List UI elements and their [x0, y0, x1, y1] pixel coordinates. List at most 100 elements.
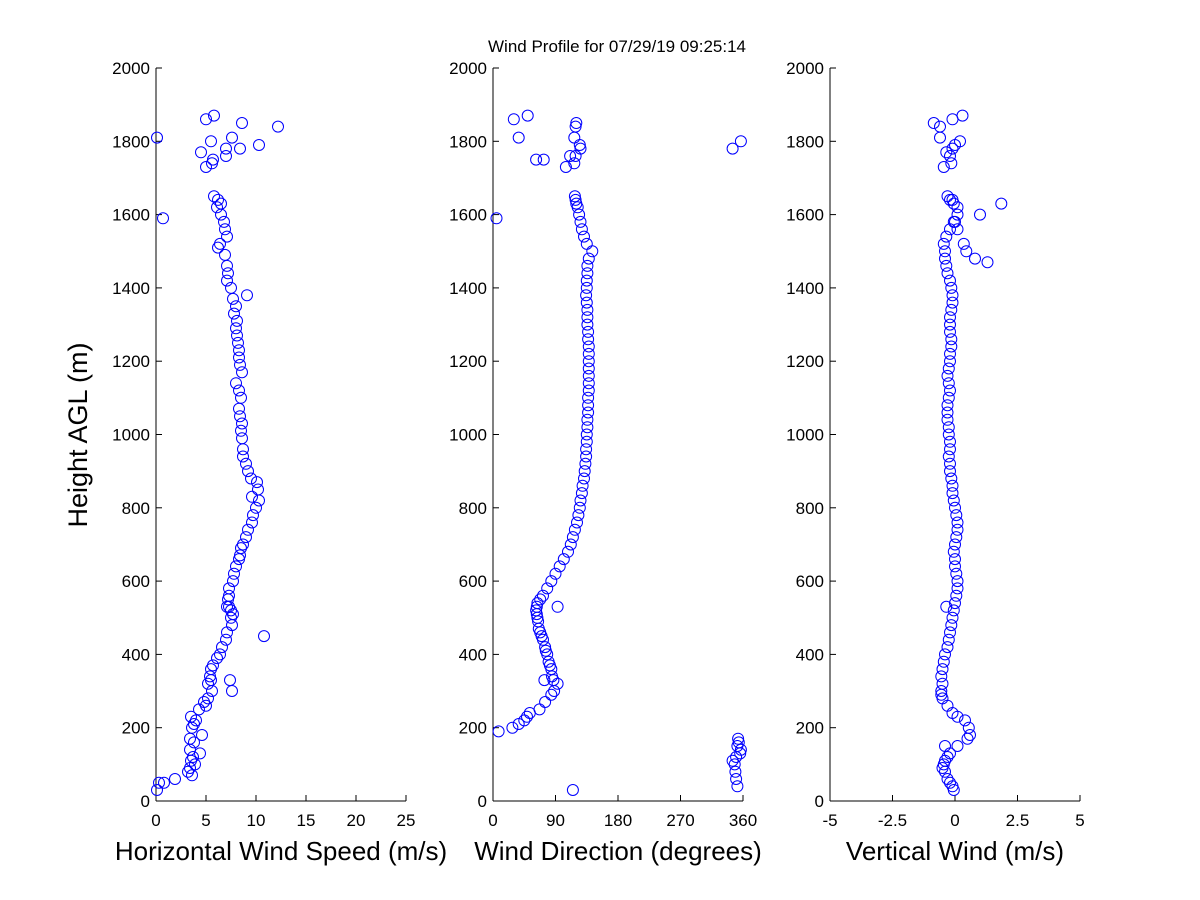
horizontal-wind-speed-data-point	[234, 549, 246, 562]
horizontal-wind-speed-data-point	[250, 501, 262, 514]
horizontal-wind-speed-x-axis-label: Horizontal Wind Speed (m/s)	[115, 836, 447, 866]
horizontal-wind-speed-y-tick-label: 2000	[112, 59, 150, 78]
vertical-wind-y-tick-label: 1400	[786, 279, 824, 298]
wind-direction-data-point	[582, 355, 595, 368]
vertical-wind-data-point	[941, 406, 954, 419]
vertical-wind-data-point	[944, 626, 956, 639]
wind-direction-data-point	[578, 465, 591, 478]
horizontal-wind-speed-data-point	[208, 190, 220, 203]
wind-direction-data-point	[582, 377, 595, 390]
wind-direction-data-point	[582, 362, 595, 375]
wind-direction-data-point	[568, 157, 581, 170]
horizontal-wind-speed-data-point	[214, 648, 226, 661]
vertical-wind-x-tick-label: 2.5	[1006, 811, 1030, 830]
wind-direction-data-point	[521, 109, 534, 122]
vertical-wind-data-point	[957, 237, 970, 250]
vertical-wind-data-point	[935, 670, 948, 683]
wind-direction-data-point	[545, 575, 558, 588]
wind-direction-data-point	[566, 784, 579, 796]
wind-direction-data-point	[542, 655, 555, 668]
wind-direction-data-point	[574, 494, 587, 507]
vertical-wind-data-point	[944, 274, 956, 287]
horizontal-wind-speed-data-point	[151, 131, 163, 144]
vertical-wind-data-point	[951, 523, 964, 536]
vertical-wind-data-point	[959, 714, 971, 727]
horizontal-wind-speed-data-point	[169, 773, 181, 785]
wind-direction-data-point	[539, 641, 552, 654]
vertical-wind-data-point	[964, 729, 976, 741]
vertical-wind-data-point	[941, 641, 954, 654]
wind-direction-y-tick-label: 600	[459, 572, 487, 591]
vertical-wind-data-point	[950, 531, 963, 544]
vertical-wind-data-point	[944, 776, 956, 789]
wind-direction-x-tick-label: 360	[729, 811, 757, 830]
wind-direction-data-point	[582, 399, 595, 412]
wind-direction-panel: 0 200 400 600 800 1000 1200 1400 1600 1800 2000 0 90…	[449, 59, 762, 866]
horizontal-wind-speed-data-point	[234, 410, 246, 423]
horizontal-wind-speed-data-point	[200, 113, 212, 126]
horizontal-wind-speed-data-point	[272, 120, 284, 133]
wind-direction-data-point	[582, 325, 595, 338]
vertical-wind-y-tick-label: 1200	[786, 352, 824, 371]
vertical-wind-data-point	[981, 256, 994, 269]
wind-direction-x-tick-label: 90	[546, 811, 565, 830]
wind-direction-data-point	[580, 274, 593, 287]
vertical-wind-y-tick-label: 400	[796, 645, 824, 664]
vertical-wind-data-point	[947, 604, 960, 617]
wind-direction-data-point	[541, 582, 554, 595]
vertical-wind-y-tick-label: 600	[796, 572, 824, 591]
vertical-wind-y-tick-label: 2000	[786, 59, 824, 78]
vertical-wind-data-point	[951, 516, 964, 529]
horizontal-wind-speed-data-point	[246, 516, 258, 529]
vertical-wind-data-point	[944, 347, 956, 360]
vertical-wind-data-point	[951, 740, 964, 752]
vertical-wind-data-points	[927, 109, 1008, 796]
wind-direction-data-point	[581, 413, 594, 426]
wind-direction-x-axis-label: Wind Direction (degrees)	[474, 836, 762, 866]
vertical-wind-y-tick-label: 1000	[786, 426, 824, 445]
horizontal-wind-speed-data-point	[232, 336, 244, 349]
vertical-wind-panel: 0 200 400 600 800 1000 1200 1400 1600 1800 2000 -5 -…	[786, 59, 1085, 866]
vertical-wind-x-axis-label: Vertical Wind (m/s)	[846, 836, 1064, 866]
horizontal-wind-speed-data-point	[206, 157, 218, 170]
vertical-wind-data-point	[944, 325, 956, 338]
horizontal-wind-speed-data-point	[220, 150, 232, 162]
wind-direction-data-point	[734, 743, 747, 756]
horizontal-wind-speed-data-point	[251, 476, 263, 489]
horizontal-wind-speed-data-point	[219, 223, 231, 236]
wind-direction-data-point	[582, 347, 595, 360]
horizontal-wind-speed-y-tick-label: 200	[122, 719, 150, 738]
wind-direction-data-point	[581, 267, 594, 280]
wind-direction-data-point	[530, 600, 543, 613]
wind-direction-y-tick-label: 200	[459, 719, 487, 738]
wind-direction-data-point	[539, 696, 552, 708]
vertical-wind-data-point	[944, 193, 956, 206]
vertical-wind-y-tick-label: 1800	[786, 132, 824, 151]
vertical-wind-data-point	[949, 553, 961, 566]
horizontal-wind-speed-data-point	[231, 314, 243, 327]
horizontal-wind-speed-y-tick-label: 1000	[112, 426, 150, 445]
vertical-wind-y-tick-label: 1600	[786, 206, 824, 225]
horizontal-wind-speed-data-points	[151, 109, 284, 796]
vertical-wind-data-point	[949, 560, 961, 573]
wind-direction-data-point	[582, 391, 595, 404]
horizontal-wind-speed-panel: 0 200 400 600 800 1000 1200 1400 1600 1800 2000 0 5 1…	[112, 59, 447, 866]
vertical-wind-data-point	[942, 428, 955, 441]
vertical-wind-y-tick-label: 800	[796, 499, 824, 518]
wind-direction-data-point	[732, 736, 745, 749]
vertical-wind-data-point	[974, 208, 986, 221]
vertical-wind-x-tick-label: -5	[822, 811, 837, 830]
vertical-wind-data-point	[927, 117, 940, 129]
horizontal-wind-speed-data-point	[188, 736, 200, 749]
vertical-wind-data-point	[935, 685, 948, 697]
vertical-wind-data-point	[941, 773, 954, 785]
wind-direction-data-point	[537, 153, 550, 166]
horizontal-wind-speed-data-point	[222, 267, 234, 280]
wind-direction-x-tick-label: 180	[604, 811, 632, 830]
vertical-wind-data-point	[944, 355, 956, 368]
horizontal-wind-speed-data-point	[227, 575, 239, 588]
wind-direction-data-point	[581, 421, 594, 434]
wind-direction-y-tick-label: 400	[459, 645, 487, 664]
horizontal-wind-speed-data-point	[235, 391, 247, 404]
